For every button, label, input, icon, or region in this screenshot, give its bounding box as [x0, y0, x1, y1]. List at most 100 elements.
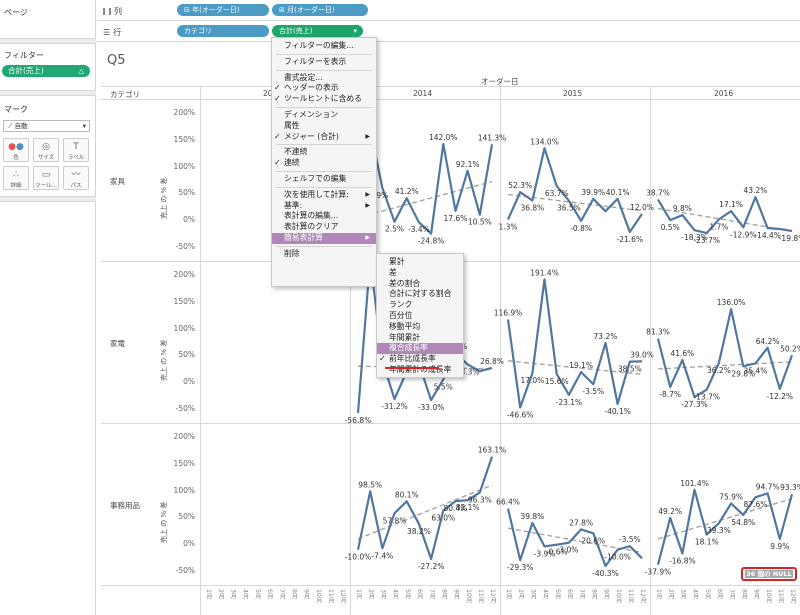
menu-item[interactable]: 属性 — [284, 120, 300, 130]
menu-item[interactable]: ツールヒントに含める — [272, 94, 376, 105]
month-tick-label: 11月 — [627, 589, 634, 604]
data-label: -37.9% — [645, 568, 672, 577]
worksheet: Q5 オーダー日 カテゴリ 2013 2014 2015 2016 家具 家電 … — [97, 43, 800, 615]
month-tick-label: 12月 — [789, 589, 797, 604]
color-dots-icon: ●● — [8, 142, 24, 152]
month-tick-label: 12月 — [339, 589, 347, 604]
y-tick-label: 200% — [173, 107, 195, 117]
series-line[interactable] — [656, 308, 794, 399]
data-label: 94.7% — [756, 482, 780, 491]
filter-pill-sales[interactable]: 合計(売上) △ — [2, 65, 90, 77]
category-electronics: 家電 — [110, 339, 125, 348]
menu-item[interactable]: 基準: — [272, 201, 376, 212]
data-label: 38.7% — [646, 189, 670, 198]
data-label: 9% — [376, 191, 388, 200]
col-pill-month-label: 月(オーダー日) — [287, 6, 335, 14]
menu-item[interactable]: メジャー (合計) — [272, 132, 376, 143]
data-label: 80.4% — [444, 504, 468, 513]
header-divider — [101, 86, 800, 87]
menu-item[interactable]: ヘッダーの表示 — [272, 83, 376, 94]
month-tick-label: 12月 — [489, 589, 497, 604]
month-tick-label: 6月 — [566, 589, 573, 600]
mark-color-button[interactable]: ●● 色 — [3, 138, 29, 162]
series-line[interactable] — [656, 488, 794, 565]
month-tick-label: 3月 — [229, 589, 237, 600]
month-tick-label: 4月 — [391, 589, 399, 600]
month-tick-label: 9月 — [752, 589, 760, 600]
row-pill-sales[interactable]: 合計(売上) ▾ — [272, 25, 363, 37]
data-label: 0.5% — [661, 223, 680, 232]
col-pill-month[interactable]: ⊞ 月(オーダー日) — [272, 4, 368, 16]
y-tick-label: 150% — [173, 296, 195, 306]
menu-item[interactable]: フィルターの編集... — [284, 41, 354, 50]
menu-item[interactable]: 簡易表計算 — [272, 233, 376, 244]
data-label: -21.6% — [617, 235, 644, 244]
mark-tooltip-button[interactable]: ▭ ツール... — [33, 166, 59, 190]
data-label: 41.2% — [395, 187, 419, 196]
month-tick-label: 10月 — [614, 589, 622, 604]
menu-item[interactable]: 表計算のクリア — [284, 222, 339, 232]
month-tick-label: 4月 — [541, 589, 549, 600]
y-tick-label: -50% — [175, 242, 195, 252]
data-label: 116.9% — [494, 308, 523, 317]
menu-item[interactable]: 差 — [389, 267, 397, 277]
menu-item[interactable]: 複合成長率 — [377, 343, 463, 355]
mark-label-button[interactable]: T ラベル — [63, 138, 89, 162]
data-label: -40.3% — [592, 569, 619, 578]
mark-detail-button[interactable]: ∴ 詳細 — [3, 166, 29, 190]
filters-title: フィルター — [4, 51, 44, 60]
menu-item[interactable]: 削除 — [284, 248, 300, 258]
month-tick-label: 9月 — [302, 589, 310, 600]
menu-item[interactable]: 累計 — [389, 257, 405, 266]
month-tick-label: 1月 — [655, 589, 662, 600]
data-label: 36.2% — [707, 366, 731, 375]
menu-item[interactable]: 表計算の編集... — [284, 211, 339, 221]
menu-item[interactable]: ディメンション — [284, 110, 339, 119]
menu-item[interactable]: 連続 — [272, 158, 376, 169]
menu-item[interactable]: 移動平均 — [389, 321, 421, 331]
data-label: 101.4% — [680, 479, 709, 488]
rows-icon: ☰ — [103, 28, 111, 37]
data-label: -3.5% — [619, 535, 641, 544]
col-pill-year[interactable]: ⊟ 年(オーダー日) — [177, 4, 269, 16]
menu-item[interactable]: 差の割合 — [389, 278, 421, 288]
menu-item[interactable]: 百分位 — [389, 311, 413, 320]
menu-item[interactable]: シェルフでの編集 — [284, 174, 347, 183]
series-line[interactable] — [506, 508, 643, 568]
row-pill-category[interactable]: カテゴリ — [177, 25, 269, 37]
y-tick-label: 0% — [183, 215, 195, 225]
menu-item[interactable]: 合計に対する割合 — [389, 289, 452, 299]
chevron-down-icon: ▾ — [353, 27, 357, 35]
data-label: 9.9% — [770, 542, 789, 551]
data-label: 39.3% — [707, 526, 731, 535]
menu-item[interactable]: 次を使用して計算: — [272, 190, 376, 201]
mark-size-button[interactable]: ◎ サイズ — [33, 138, 59, 162]
menu-item[interactable]: 年間累計の成長率 — [389, 365, 452, 374]
data-label: -29.3% — [507, 563, 534, 572]
month-tick-label: 7月 — [728, 589, 736, 600]
data-label: -23.1% — [556, 398, 583, 407]
series-line[interactable] — [356, 456, 494, 561]
data-label: 66.4% — [496, 498, 520, 507]
series-line[interactable] — [369, 128, 494, 235]
mark-path-button[interactable]: 〰 パス — [63, 166, 89, 190]
y-tick-label: 100% — [173, 323, 195, 333]
mark-type-select[interactable]: ⟋ 自動 ▾ — [3, 120, 90, 132]
null-count-badge[interactable]: 36 個の NULL — [741, 567, 797, 581]
menu-item[interactable]: 書式設定... — [284, 72, 323, 82]
menu-item[interactable]: ランク — [389, 300, 413, 310]
menu-item[interactable]: 前年比成長率 — [377, 354, 463, 365]
data-label: 80.1% — [395, 490, 419, 499]
series-line[interactable] — [657, 196, 793, 235]
menu-item[interactable]: 年間累計 — [389, 332, 421, 342]
series-line[interactable] — [506, 147, 643, 234]
menu-item[interactable]: フィルターを表示 — [284, 56, 347, 66]
mark-label-label: ラベル — [67, 155, 85, 161]
data-label: 81.3% — [646, 328, 670, 337]
series-line[interactable] — [506, 278, 643, 409]
menu-item[interactable]: 不連続 — [284, 147, 308, 157]
data-label: -10.0% — [345, 553, 372, 562]
data-label: 33.3% — [456, 367, 480, 376]
category-furniture: 家具 — [110, 177, 125, 186]
month-tick-label: 8月 — [590, 589, 598, 600]
